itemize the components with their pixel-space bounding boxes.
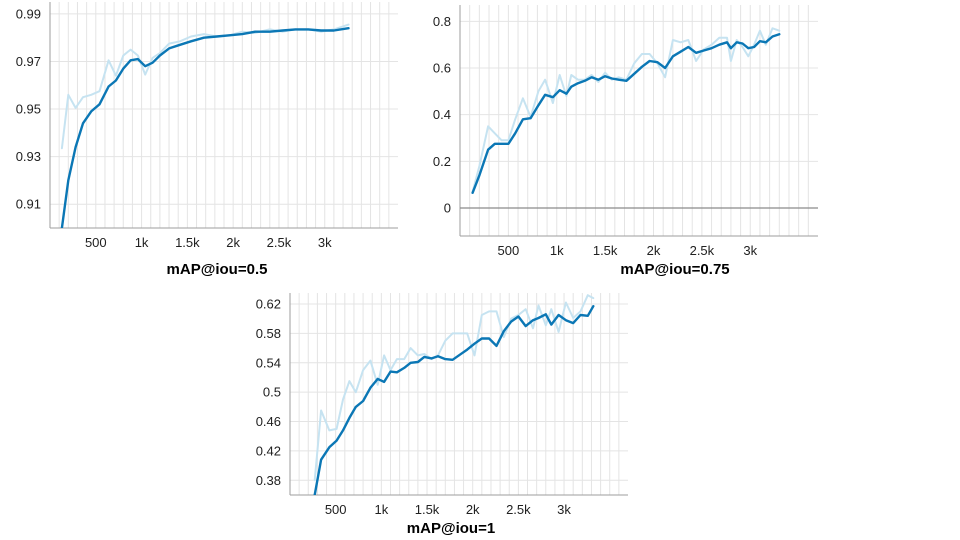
x-tick-label: 1k <box>135 235 149 250</box>
y-tick-label: 0.8 <box>433 14 451 29</box>
x-tick-label: 2k <box>226 235 240 250</box>
chart-title-iou-1: mAP@iou=1 <box>407 520 495 537</box>
y-tick-label: 0.97 <box>16 54 41 69</box>
y-tick-label: 0.2 <box>433 154 451 169</box>
x-tick-label: 1.5k <box>415 502 440 517</box>
smoothed-series-line <box>60 27 350 228</box>
x-tick-label: 500 <box>498 243 520 258</box>
x-tick-label: 2k <box>647 243 661 258</box>
y-tick-label: 0.38 <box>256 473 281 488</box>
x-tick-label: 1.5k <box>175 235 200 250</box>
y-tick-label: 0.58 <box>256 326 281 341</box>
y-tick-label: 0.54 <box>256 355 281 370</box>
x-tick-label: 2.5k <box>690 243 715 258</box>
chart-panel-iou-1: 0.38 0.42 0.46 0.5 0.54 0.58 0.62 500 1k 1.5k 2k 2.… <box>256 293 628 517</box>
smoothed-series-line <box>313 305 595 495</box>
chart-panel-iou-0.5: 0.91 0.93 0.95 0.97 0.99 500 1k 1.5k 2k 2.5k 3k <box>16 2 398 250</box>
x-tick-label: 3k <box>743 243 757 258</box>
chart-title-iou-0.5: mAP@iou=0.5 <box>167 261 268 278</box>
y-tick-label: 0.99 <box>16 6 41 21</box>
y-tick-label: 0.46 <box>256 414 281 429</box>
x-tick-label: 3k <box>557 502 571 517</box>
x-tick-label: 2k <box>466 502 480 517</box>
y-tick-label: 0.6 <box>433 61 451 76</box>
x-tick-label: 2.5k <box>267 235 292 250</box>
y-tick-label: 0.95 <box>16 102 41 117</box>
x-tick-label: 1.5k <box>593 243 618 258</box>
chart-title-iou-0.75: mAP@iou=0.75 <box>620 261 729 278</box>
raw-series-line <box>471 27 781 193</box>
y-tick-label: 0.91 <box>16 197 41 212</box>
x-tick-label: 3k <box>318 235 332 250</box>
y-tick-label: 0.62 <box>256 297 281 312</box>
x-tick-label: 1k <box>550 243 564 258</box>
x-tick-label: 2.5k <box>506 502 531 517</box>
x-tick-label: 1k <box>374 502 388 517</box>
y-tick-label: 0.5 <box>263 385 281 400</box>
y-tick-label: 0.42 <box>256 443 281 458</box>
x-tick-label: 500 <box>325 502 347 517</box>
smoothed-series-line <box>471 33 781 195</box>
y-tick-label: 0 <box>444 201 451 216</box>
y-tick-label: 0.4 <box>433 107 451 122</box>
chart-panel-iou-0.75: 0 0.2 0.4 0.6 0.8 500 1k 1.5k 2k 2.5k 3k <box>433 5 818 258</box>
x-tick-label: 500 <box>85 235 107 250</box>
y-tick-label: 0.93 <box>16 149 41 164</box>
